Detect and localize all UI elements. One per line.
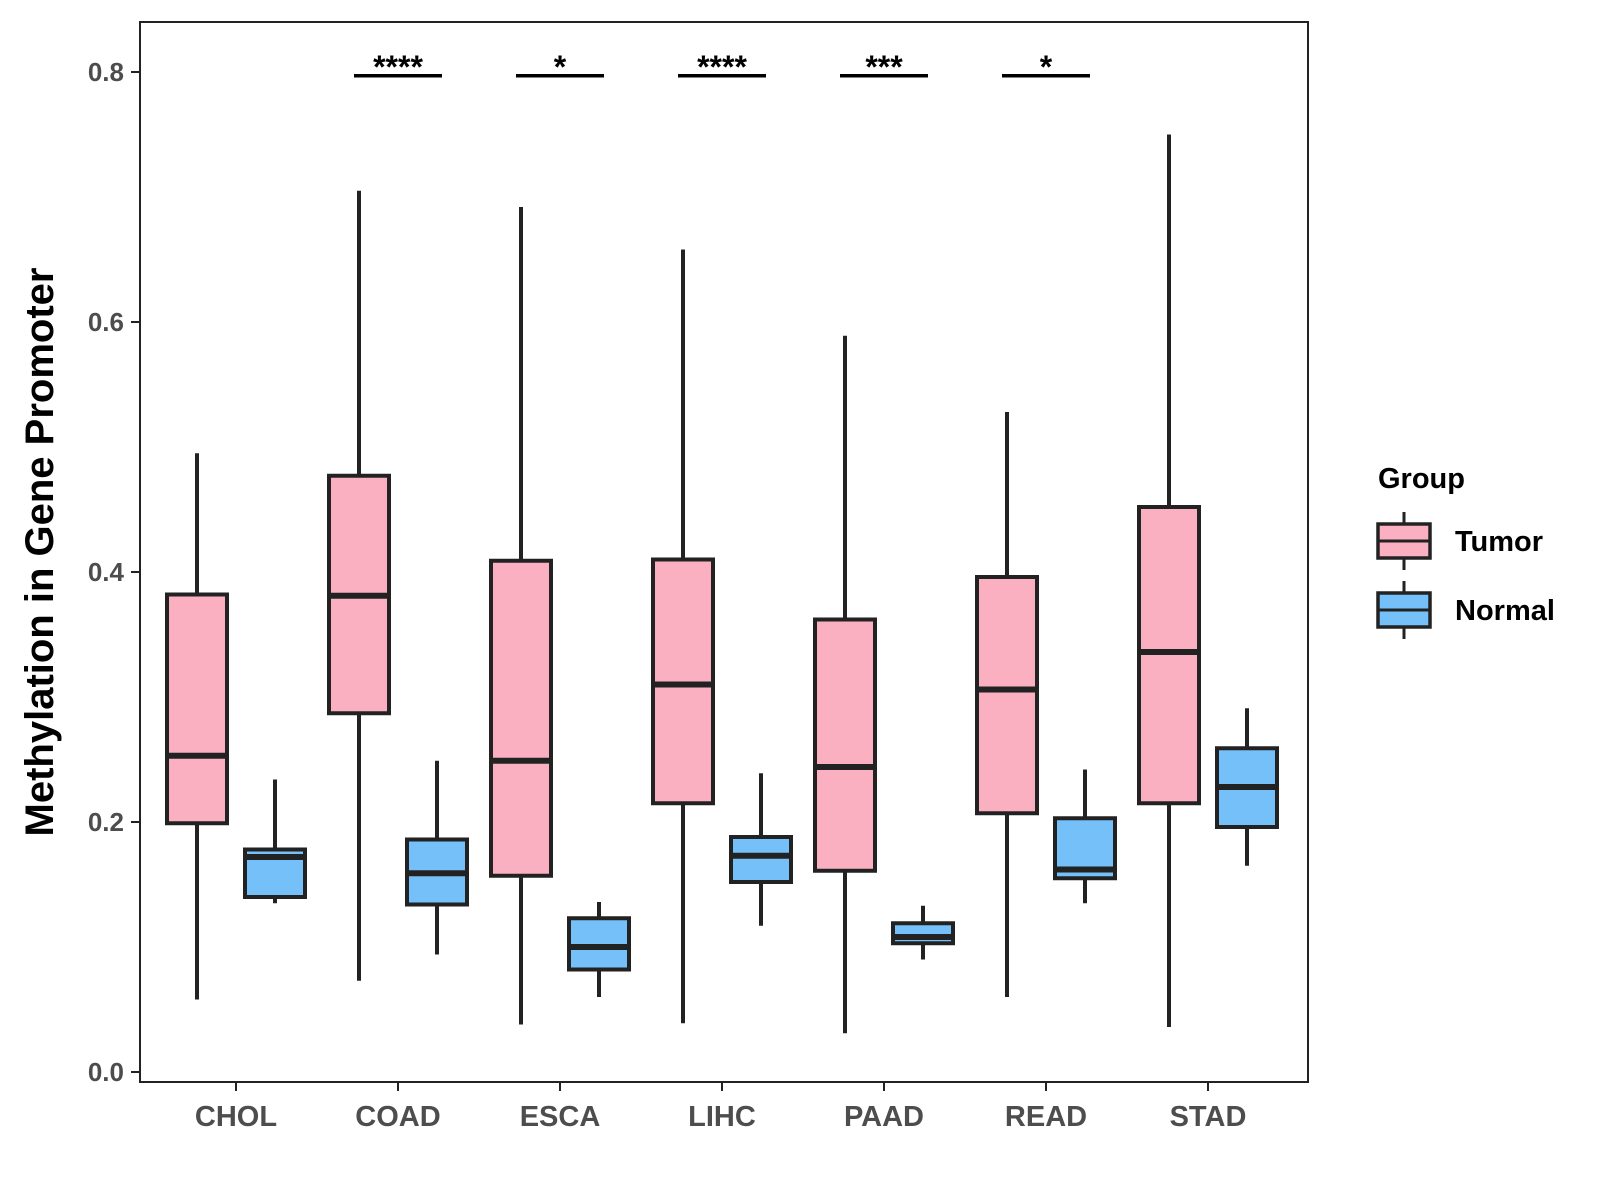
legend-label: Tumor bbox=[1455, 526, 1543, 558]
box-tumor-chol bbox=[165, 453, 229, 1000]
legend-item-tumor: Tumor bbox=[1376, 512, 1543, 570]
x-tick-label: PAAD bbox=[844, 1101, 924, 1133]
y-axis-title: Methylation in Gene Promoter bbox=[18, 268, 62, 837]
box-body bbox=[813, 617, 877, 873]
box-body bbox=[891, 921, 955, 946]
box-tumor-lihc bbox=[651, 249, 715, 1024]
x-tick-label: CHOL bbox=[195, 1101, 277, 1133]
y-tick-label: 0.6 bbox=[88, 307, 124, 337]
x-tick-label: READ bbox=[1005, 1101, 1087, 1133]
box-body bbox=[165, 592, 229, 826]
box-tumor-read bbox=[975, 412, 1039, 997]
box-normal-coad bbox=[405, 760, 469, 955]
box-tumor-esca bbox=[489, 207, 553, 1025]
legend: Group Tumor Normal bbox=[1376, 463, 1555, 639]
significance-label: * bbox=[554, 49, 567, 85]
plot-panel bbox=[139, 21, 1309, 1083]
y-tick-label: 0.0 bbox=[88, 1057, 124, 1087]
box-body bbox=[975, 575, 1039, 816]
x-tick-label: ESCA bbox=[520, 1101, 601, 1133]
box-body bbox=[567, 916, 631, 972]
y-axis: 0.0 0.2 0.4 0.6 0.8 bbox=[88, 57, 140, 1087]
x-tick-label: STAD bbox=[1170, 1101, 1247, 1133]
box-normal-esca bbox=[567, 902, 631, 997]
x-tick-label: COAD bbox=[355, 1101, 440, 1133]
y-tick-label: 0.8 bbox=[88, 57, 124, 87]
box-body bbox=[729, 835, 793, 884]
box-normal-chol bbox=[243, 779, 307, 904]
box-series bbox=[165, 134, 1279, 1034]
x-axis: CHOL COAD ESCA LIHC PAAD READ STAD bbox=[195, 1082, 1246, 1133]
significance-lihc: **** bbox=[678, 49, 766, 85]
legend-title: Group bbox=[1378, 463, 1465, 495]
box-body bbox=[651, 557, 715, 806]
legend-item-normal: Normal bbox=[1376, 581, 1555, 639]
box-normal-lihc bbox=[729, 773, 793, 926]
legend-label: Normal bbox=[1455, 595, 1555, 627]
significance-coad: **** bbox=[354, 49, 442, 85]
box-normal-stad bbox=[1215, 708, 1279, 866]
box-normal-paad bbox=[891, 905, 955, 960]
box-normal-read bbox=[1053, 769, 1117, 904]
significance-label: *** bbox=[865, 49, 903, 85]
x-tick-label: LIHC bbox=[688, 1101, 756, 1133]
significance-label: * bbox=[1040, 49, 1053, 85]
significance-paad: *** bbox=[840, 49, 928, 85]
significance-label: **** bbox=[697, 49, 747, 85]
y-tick-label: 0.2 bbox=[88, 807, 124, 837]
significance-esca: * bbox=[516, 49, 604, 85]
y-tick-label: 0.4 bbox=[88, 557, 125, 587]
box-tumor-paad bbox=[813, 335, 877, 1034]
significance-read: * bbox=[1002, 49, 1090, 85]
box-body bbox=[1137, 505, 1201, 806]
significance-annotations: **** * **** *** * bbox=[354, 49, 1090, 85]
box-tumor-stad bbox=[1137, 134, 1201, 1027]
significance-label: **** bbox=[373, 49, 423, 85]
box-body bbox=[489, 558, 553, 878]
box-tumor-coad bbox=[327, 190, 391, 981]
